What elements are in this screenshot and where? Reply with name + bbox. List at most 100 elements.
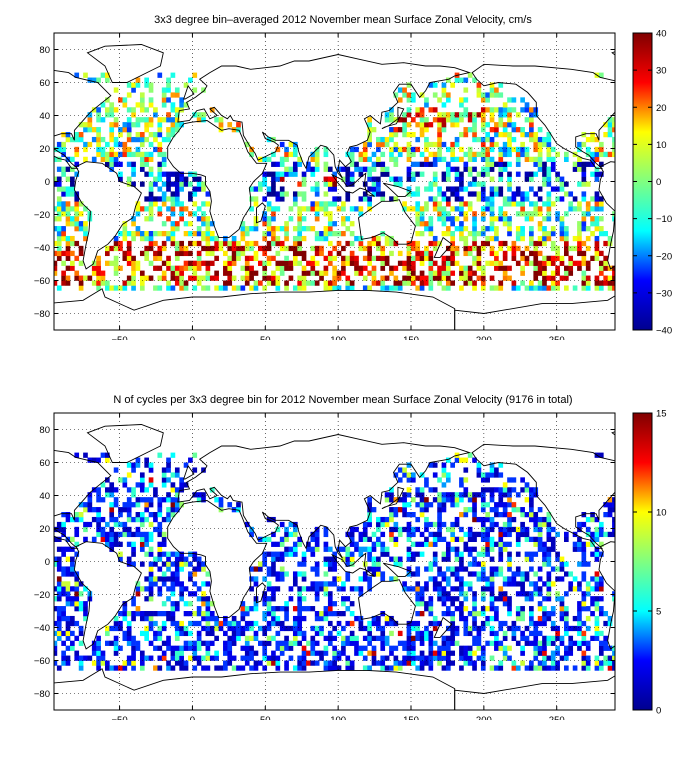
bin-cell	[380, 660, 386, 666]
bin-cell	[520, 280, 525, 286]
bin-cell	[494, 87, 499, 93]
bin-cell	[336, 275, 342, 281]
bin-cell	[314, 260, 320, 266]
bin-cell	[126, 516, 132, 523]
bin-cell	[148, 581, 154, 587]
bin-cell	[459, 477, 464, 483]
bin-cell	[196, 630, 202, 637]
bin-cell	[476, 492, 482, 498]
bin-cell	[131, 285, 136, 291]
bin-cell	[419, 596, 425, 602]
bin-cell	[327, 226, 333, 232]
bin-cell	[529, 176, 534, 182]
bin-cell	[568, 270, 574, 276]
bin-cell	[327, 176, 333, 182]
bin-cell	[358, 591, 364, 597]
bin-cell	[441, 156, 447, 162]
bin-cell	[306, 260, 311, 266]
bin-cell	[612, 141, 615, 148]
bin-cell	[463, 650, 469, 656]
bin-cell	[126, 92, 132, 98]
bin-cell	[445, 270, 451, 276]
bin-cell	[424, 146, 429, 153]
bin-cell	[529, 556, 534, 562]
bin-cell	[437, 136, 442, 143]
bin-cell	[529, 250, 534, 257]
bin-cell	[83, 615, 88, 622]
bin-cell	[467, 581, 473, 587]
bin-cell	[515, 151, 521, 158]
bin-cell	[428, 531, 434, 538]
bin-cell	[244, 226, 250, 232]
bin-cell	[393, 265, 399, 271]
bin-cell	[376, 516, 381, 523]
bin-cell	[559, 576, 565, 582]
bin-cell	[450, 166, 456, 172]
bin-cell	[144, 171, 150, 177]
bin-cell	[354, 270, 359, 276]
bin-cell	[327, 255, 333, 261]
bin-cell	[271, 191, 276, 197]
bin-cell	[441, 635, 447, 641]
y-tick-label: −80	[34, 689, 50, 700]
bin-cell	[424, 502, 429, 508]
bin-cell	[524, 151, 530, 158]
bin-cell	[507, 186, 512, 192]
bin-cell	[498, 285, 504, 291]
bin-cell	[83, 507, 88, 513]
bin-cell	[323, 665, 329, 671]
bin-cell	[183, 285, 189, 291]
bin-cell	[126, 146, 132, 153]
bin-cell	[441, 87, 447, 93]
bin-cell	[419, 112, 425, 118]
bin-cell	[174, 112, 180, 118]
bin-cell	[126, 472, 132, 478]
bin-cell	[450, 630, 456, 637]
bin-cell	[411, 512, 416, 518]
bin-cell	[511, 665, 517, 671]
bin-cell	[122, 601, 128, 607]
bin-cell	[271, 161, 276, 167]
bin-cell	[432, 151, 438, 158]
bin-cell	[148, 546, 154, 552]
bin-cell	[380, 245, 386, 252]
bin-cell	[56, 250, 62, 257]
bin-cell	[205, 226, 211, 232]
bin-cell	[161, 531, 167, 538]
bin-cell	[153, 136, 158, 143]
bin-cell	[74, 151, 80, 158]
bin-cell	[148, 132, 154, 138]
bin-cell	[240, 221, 246, 227]
bin-cell	[406, 250, 412, 257]
bin-cell	[201, 285, 206, 291]
bin-cell	[603, 640, 609, 646]
bin-cell	[358, 211, 364, 217]
bin-cell	[533, 650, 539, 656]
bin-cell	[148, 536, 154, 542]
bin-cell	[485, 477, 490, 483]
bin-cell	[371, 561, 377, 567]
bin-cell	[437, 502, 442, 508]
bin-cell	[183, 611, 189, 617]
bin-cell	[472, 497, 477, 503]
bin-cell	[397, 127, 403, 133]
bin-cell	[196, 216, 202, 222]
bin-cell	[489, 546, 495, 552]
bin-cell	[271, 556, 276, 562]
bin-cell	[253, 581, 259, 587]
bin-cell	[459, 196, 464, 202]
bin-cell	[542, 611, 547, 617]
bin-cell	[244, 660, 250, 666]
bin-cell	[345, 640, 351, 646]
bin-cell	[463, 161, 469, 167]
bin-cell	[489, 82, 495, 88]
bin-cell	[432, 107, 438, 113]
bin-cell	[126, 255, 132, 261]
bin-cell	[105, 141, 110, 148]
bin-cell	[494, 132, 499, 138]
bin-cell	[577, 245, 582, 252]
bin-cell	[70, 186, 75, 192]
bin-cell	[61, 280, 66, 286]
bin-cell	[594, 516, 600, 523]
bin-cell	[564, 665, 569, 671]
